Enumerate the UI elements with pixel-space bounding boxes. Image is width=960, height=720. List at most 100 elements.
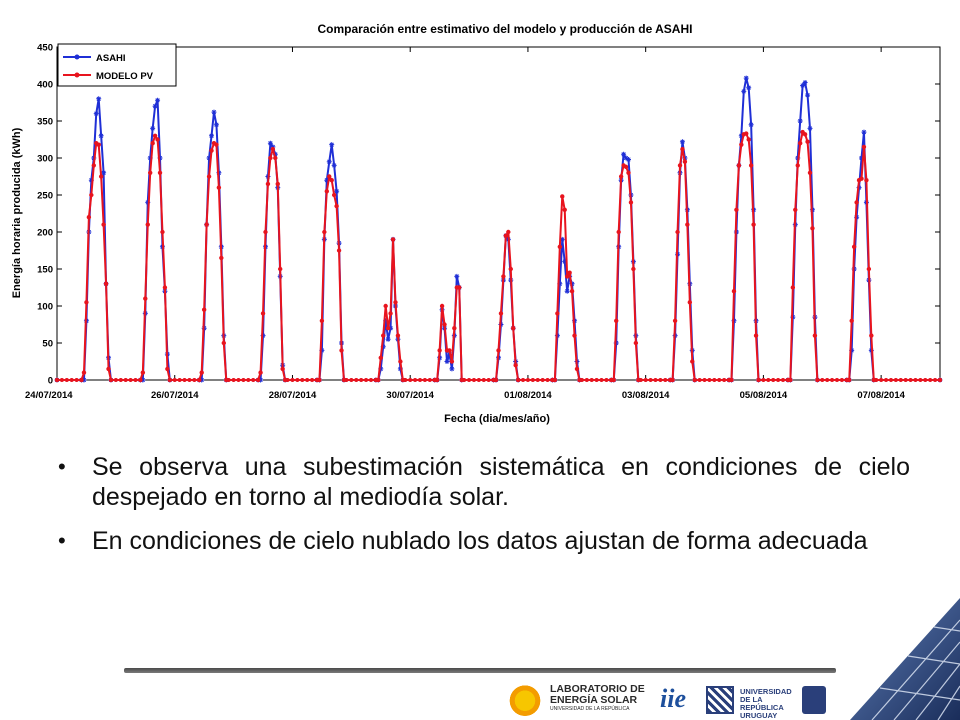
data-point <box>280 366 285 372</box>
bullet-text-2: En condiciones de cielo nublado los dato… <box>92 527 868 555</box>
baseline-point <box>692 378 697 382</box>
data-point <box>334 188 340 194</box>
baseline-point <box>908 378 913 382</box>
data-point <box>569 289 575 294</box>
bullet-text-1: Se observa una subestimación sistemática… <box>92 453 910 511</box>
data-point <box>98 174 104 179</box>
baseline-point <box>521 378 526 382</box>
solar-panel-decoration <box>850 598 960 720</box>
data-point <box>562 207 567 212</box>
data-point <box>380 344 386 350</box>
baseline-point <box>550 378 555 382</box>
data-point <box>91 163 96 168</box>
baseline-point <box>609 378 614 382</box>
data-point <box>447 348 452 353</box>
y-tick-label: 200 <box>37 228 53 239</box>
data-point <box>214 142 219 147</box>
data-point <box>687 300 693 305</box>
data-point <box>679 139 685 145</box>
baseline-point <box>830 378 835 382</box>
baseline-point <box>879 378 884 382</box>
baseline-point <box>476 378 481 382</box>
data-point <box>265 181 271 187</box>
data-point <box>385 326 391 331</box>
data-point <box>748 122 754 128</box>
energy-comparison-chart: Comparación entre estimativo del modelo … <box>11 22 943 425</box>
data-point <box>628 200 634 205</box>
data-point <box>278 266 283 272</box>
data-point <box>797 141 803 146</box>
data-point <box>89 192 94 198</box>
x-tick-label: 24/07/2014 <box>25 390 73 401</box>
data-point <box>805 92 811 98</box>
data-point <box>152 133 158 138</box>
udelar-line1: UNIVERSIDAD <box>740 687 792 696</box>
data-point <box>807 125 813 131</box>
data-point <box>439 303 445 309</box>
baseline-point <box>79 378 84 382</box>
data-point <box>334 203 339 209</box>
data-point <box>623 164 629 170</box>
baseline-point <box>290 378 295 382</box>
data-point <box>457 285 462 290</box>
data-point <box>751 222 756 227</box>
data-point <box>155 97 161 103</box>
data-point <box>147 155 153 161</box>
baseline-point <box>589 378 594 382</box>
baseline-point <box>408 378 413 382</box>
x-tick-label: 01/08/2014 <box>504 390 552 401</box>
baseline-point <box>525 378 530 382</box>
sun-logo-icon <box>508 682 542 716</box>
baseline-point <box>295 378 300 382</box>
baseline-point <box>756 378 761 382</box>
baseline-point <box>540 378 545 382</box>
data-point <box>559 236 565 242</box>
baseline-point <box>236 378 241 382</box>
y-tick-label: 100 <box>37 302 53 313</box>
data-point <box>854 200 859 205</box>
data-point <box>96 96 102 102</box>
series-layer <box>54 75 943 383</box>
baseline-point <box>707 378 712 382</box>
baseline-point <box>923 378 928 382</box>
data-point <box>160 229 165 235</box>
bullet-item-1: • Se observa una subestimación sistemáti… <box>58 452 910 512</box>
data-point <box>157 155 163 161</box>
baseline-point <box>467 378 472 382</box>
udelar-line2: DE LA REPÚBLICA <box>740 695 784 712</box>
data-point <box>849 318 854 323</box>
data-point <box>324 177 330 183</box>
baseline-point <box>579 378 584 382</box>
data-point <box>452 326 457 331</box>
data-point <box>322 229 327 235</box>
data-point <box>324 189 330 194</box>
baseline-point <box>368 378 373 382</box>
data-point <box>631 266 636 272</box>
data-point <box>802 80 808 86</box>
data-point <box>145 222 150 227</box>
baseline-point <box>462 378 467 382</box>
data-point <box>861 129 867 135</box>
data-point <box>562 259 568 265</box>
data-point <box>150 141 155 146</box>
data-point <box>626 170 631 175</box>
data-point <box>682 159 688 164</box>
data-point <box>390 237 396 242</box>
data-point <box>741 88 747 94</box>
data-point <box>859 176 864 181</box>
data-point <box>86 215 92 220</box>
data-point <box>753 333 759 338</box>
data-point <box>513 363 518 368</box>
data-point <box>731 289 737 294</box>
data-point <box>219 255 224 261</box>
y-tick-label: 150 <box>37 265 53 276</box>
baseline-point <box>545 378 550 382</box>
data-point <box>555 311 560 316</box>
baseline-point <box>64 378 69 382</box>
data-point <box>567 270 572 275</box>
data-point <box>209 148 214 153</box>
baseline-point <box>761 378 766 382</box>
baseline-point <box>663 378 668 382</box>
baseline-point <box>133 378 138 382</box>
data-point <box>800 82 806 88</box>
